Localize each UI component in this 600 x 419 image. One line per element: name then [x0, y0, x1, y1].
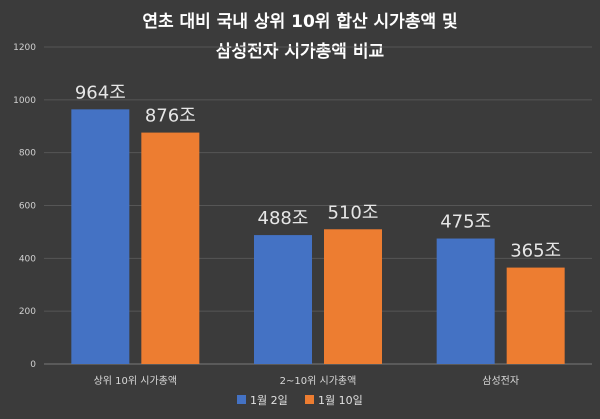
y-tick-label: 800: [19, 149, 36, 159]
legend-label: 1월 2일: [250, 393, 288, 407]
data-label: 488조: [258, 208, 309, 229]
category-label: 삼성전자: [482, 375, 519, 387]
category-label: 2~10위 시가총액: [280, 374, 357, 387]
data-labels: 964조 876조 488조 510조 475조 365조: [75, 82, 561, 261]
y-tick-label: 600: [19, 202, 36, 212]
data-label: 365조: [510, 241, 561, 262]
y-tick-label: 200: [19, 307, 36, 317]
bar: [324, 229, 382, 364]
data-label: 964조: [75, 82, 126, 103]
legend: 1월 2일 1월 10일: [237, 393, 363, 407]
bar: [141, 132, 200, 364]
y-tick-label: 400: [19, 254, 36, 264]
x-axis-categories: 상위 10위 시가총액 2~10위 시가총액 삼성전자: [94, 374, 519, 387]
legend-label: 1월 10일: [318, 393, 363, 407]
chart-title-line-2: 삼성전자 시가총액 비교: [216, 42, 385, 62]
data-label: 876조: [145, 106, 196, 127]
y-tick-label: 1200: [13, 43, 36, 53]
legend-swatch: [305, 395, 314, 404]
y-tick-label: 0: [30, 360, 36, 370]
legend-swatch: [237, 395, 246, 404]
bars: [71, 109, 565, 365]
y-tick-label: 1000: [13, 96, 36, 106]
bar: [436, 238, 495, 364]
data-label: 510조: [328, 202, 379, 223]
gridlines: [44, 46, 592, 365]
data-label: 475조: [440, 212, 491, 233]
bar: [71, 109, 130, 365]
y-axis-ticks: 0 200 400 600 800 1000 1200: [13, 43, 36, 370]
category-label: 상위 10위 시가총액: [94, 374, 177, 387]
chart-title-line-1: 연초 대비 국내 상위 10위 합산 시가총액 및: [142, 11, 457, 32]
bar: [506, 267, 565, 364]
bar: [254, 235, 312, 364]
